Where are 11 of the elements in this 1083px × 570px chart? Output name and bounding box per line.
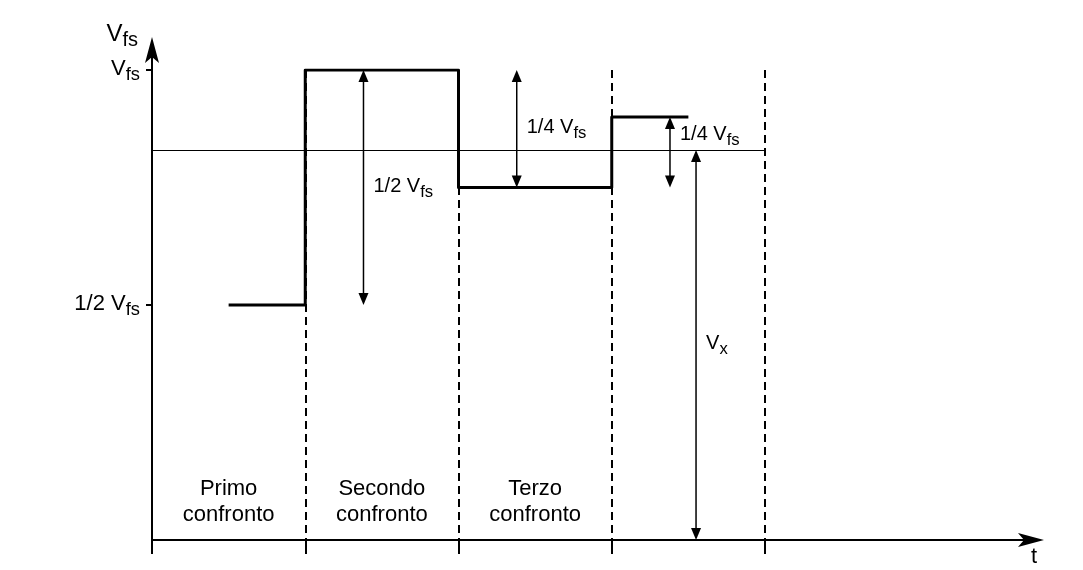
y-axis-title: V$_{fs}$ (106, 18, 138, 51)
annotation: 1/4 V$_{fs}$ (526, 115, 587, 143)
annotation: 1/2 V$_{fs}$ (373, 173, 434, 202)
text: 1/2 V$_{fs}$ (74, 289, 140, 320)
text: V$_{fs}$ (111, 54, 140, 85)
x-tick-label: Primo confronto (181, 475, 276, 528)
x-tick-label: Secondo confronto (335, 475, 429, 528)
x-tick-label: Terzo confronto (488, 475, 582, 528)
annotation: 1/4 V$_{fs}$ (679, 122, 740, 150)
annotation: V$_{x}$ (706, 331, 728, 359)
text: t (1030, 543, 1038, 569)
